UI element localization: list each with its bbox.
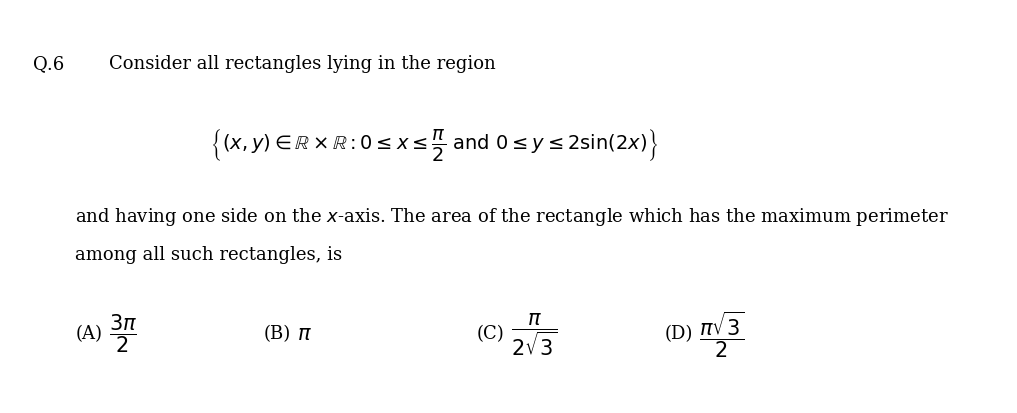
Text: (B): (B) [263,325,291,343]
Text: and having one side on the $x$-axis. The area of the rectangle which has the max: and having one side on the $x$-axis. The… [75,206,949,228]
Text: Q.6: Q.6 [33,55,64,73]
Text: among all such rectangles, is: among all such rectangles, is [75,247,343,264]
Text: (A): (A) [75,325,103,343]
Text: $\dfrac{\pi\sqrt{3}}{2}$: $\dfrac{\pi\sqrt{3}}{2}$ [699,309,744,360]
Text: $\pi$: $\pi$ [298,325,312,344]
Text: (C): (C) [477,325,504,343]
Text: Consider all rectangles lying in the region: Consider all rectangles lying in the reg… [110,55,496,73]
Text: $\left\{(x,y) \in \mathbb{R} \times \mathbb{R} : 0 \leq x \leq \dfrac{\pi}{2} \t: $\left\{(x,y) \in \mathbb{R} \times \mat… [210,127,659,163]
Text: $\dfrac{\pi}{2\sqrt{3}}$: $\dfrac{\pi}{2\sqrt{3}}$ [512,311,557,358]
Text: (D): (D) [665,325,694,343]
Text: $\dfrac{3\pi}{2}$: $\dfrac{3\pi}{2}$ [110,313,137,356]
